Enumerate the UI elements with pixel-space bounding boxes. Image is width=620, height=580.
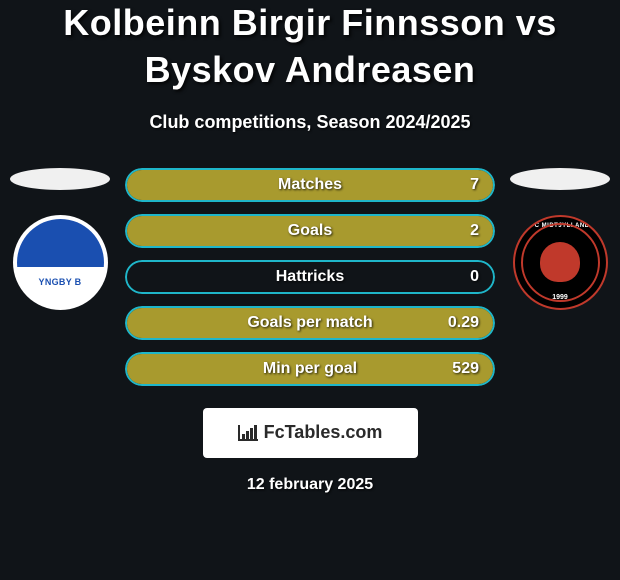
stat-pill: Goals2	[125, 214, 495, 248]
left-club-badge-shield	[17, 219, 104, 306]
right-club-badge: FC MIDTJYLLAND 1999	[513, 215, 608, 310]
stat-value: 0	[470, 268, 479, 286]
footer-date: 12 february 2025	[247, 476, 373, 494]
left-player-column: YNGBY B	[10, 168, 110, 310]
subtitle: Club competitions, Season 2024/2025	[149, 112, 470, 133]
stat-label: Matches	[125, 176, 495, 194]
right-club-badge-ring	[521, 223, 600, 302]
stat-label: Goals	[125, 222, 495, 240]
stat-pill: Goals per match0.29	[125, 306, 495, 340]
left-player-photo-placeholder	[10, 168, 110, 190]
stat-pill: Matches7	[125, 168, 495, 202]
right-club-badge-year: 1999	[552, 294, 568, 302]
left-club-badge: YNGBY B	[13, 215, 108, 310]
right-player-photo-placeholder	[510, 168, 610, 190]
stat-label: Min per goal	[125, 360, 495, 378]
right-club-badge-face-icon	[540, 242, 580, 282]
stat-label: Goals per match	[125, 314, 495, 332]
stat-value: 529	[452, 360, 479, 378]
fctables-logo[interactable]: FcTables.com	[203, 408, 418, 458]
fctables-logo-text: FcTables.com	[264, 422, 383, 443]
stats-column: Matches7Goals2Hattricks0Goals per match0…	[125, 168, 495, 386]
left-club-badge-text: YNGBY B	[39, 278, 82, 288]
chart-icon	[238, 425, 258, 441]
right-player-column: FC MIDTJYLLAND 1999	[510, 168, 610, 310]
stat-pill: Min per goal529	[125, 352, 495, 386]
stat-value: 7	[470, 176, 479, 194]
stat-label: Hattricks	[125, 268, 495, 286]
stat-pill: Hattricks0	[125, 260, 495, 294]
stat-value: 0.29	[448, 314, 479, 332]
page-title: Kolbeinn Birgir Finnsson vs Byskov Andre…	[31, 0, 589, 94]
comparison-container: Kolbeinn Birgir Finnsson vs Byskov Andre…	[0, 0, 620, 580]
stat-value: 2	[470, 222, 479, 240]
body-row: YNGBY B Matches7 Goals2 Hattricks0 Goals pe…	[0, 168, 620, 386]
